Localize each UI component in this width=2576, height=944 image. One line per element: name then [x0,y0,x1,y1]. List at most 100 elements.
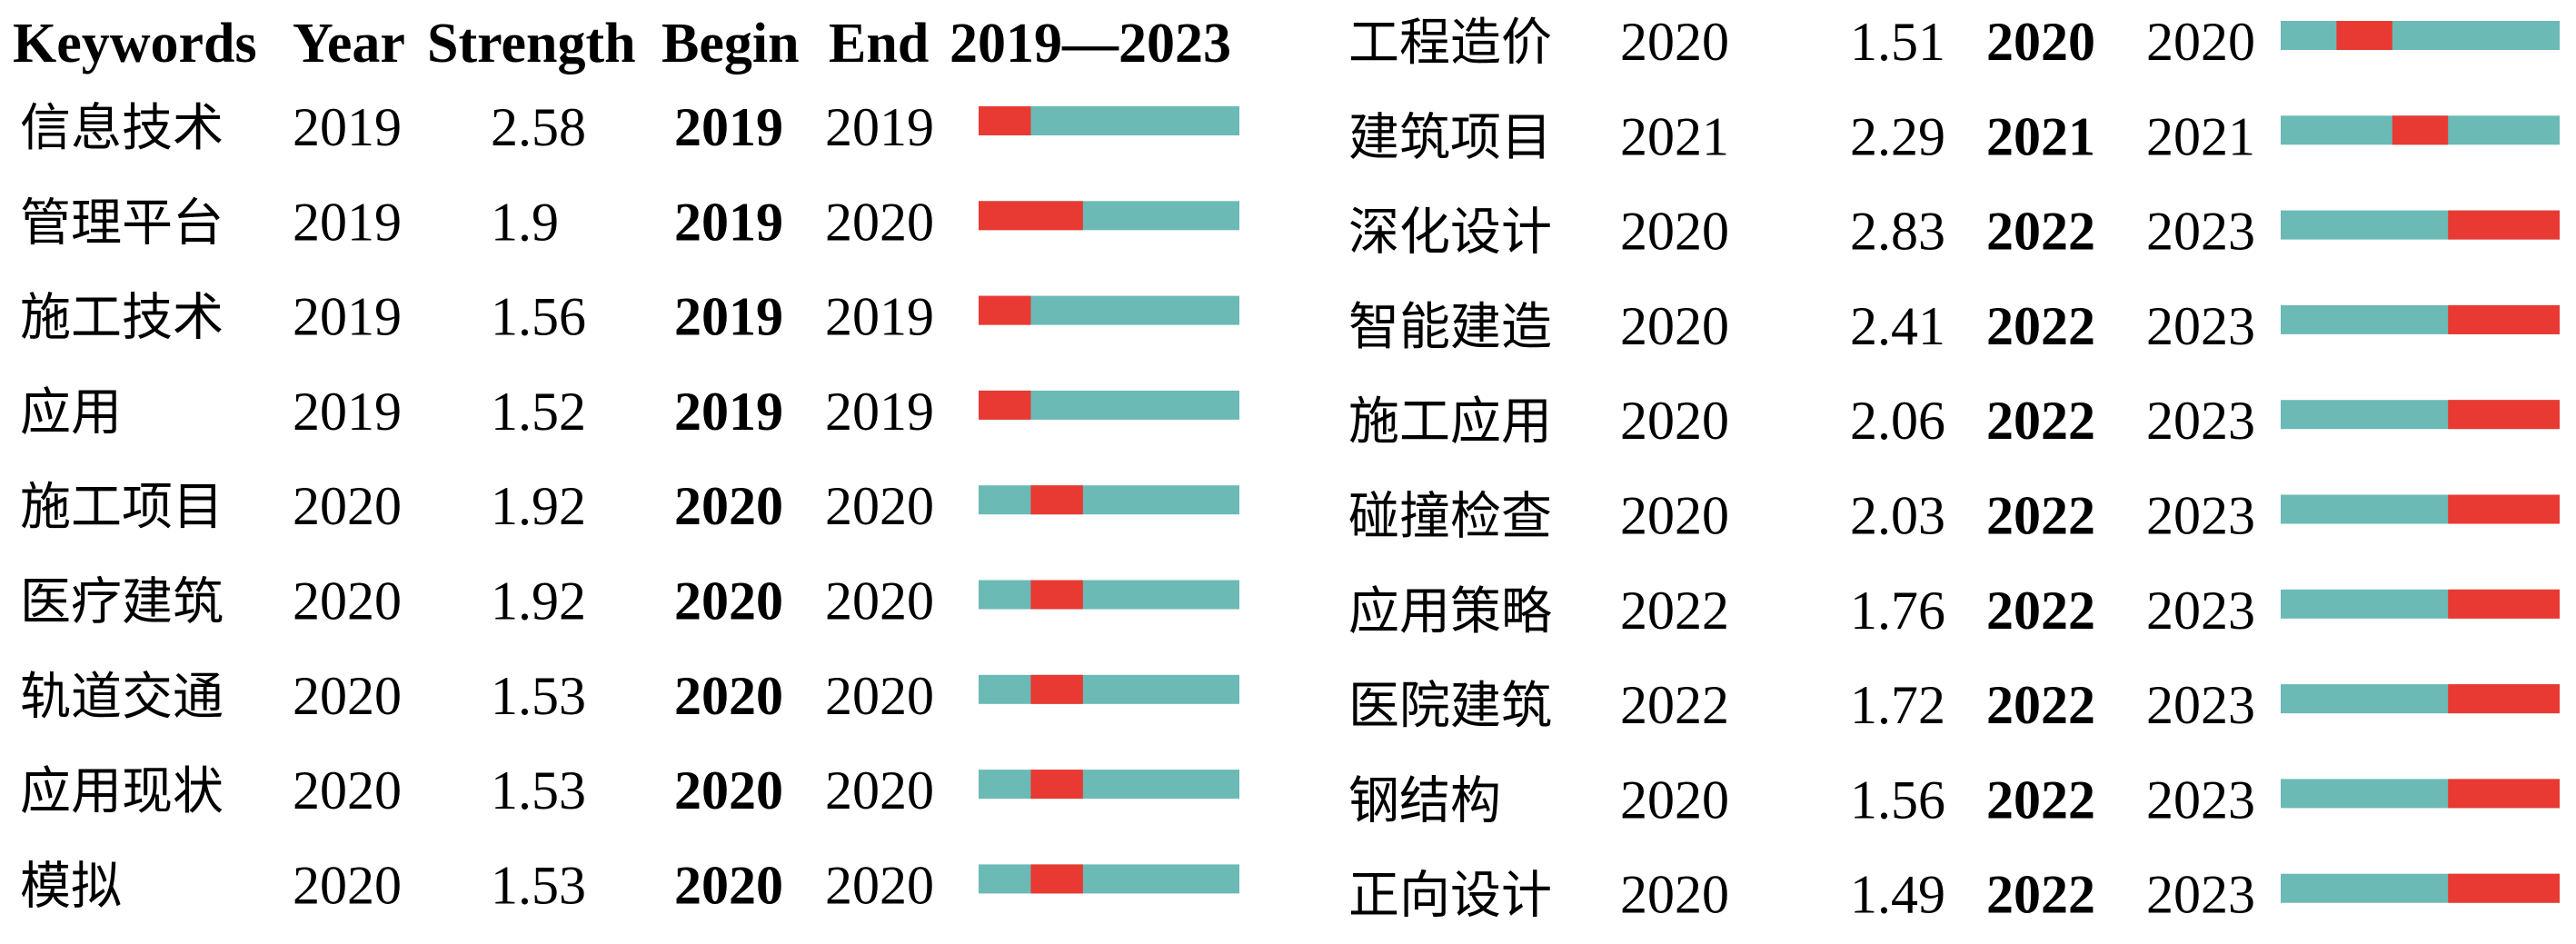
timeline-bar [979,674,1239,704]
begin-value: 2022 [1986,391,2095,451]
begin-value: 2020 [1986,12,2095,72]
keyword-label: 应用 [20,383,122,442]
timeline-bar [979,864,1239,894]
burst-segment [2448,684,2560,714]
timeline-bar [979,580,1239,610]
strength-value: 1.53 [491,855,586,915]
year-value: 2020 [1620,12,1729,72]
year-value: 2020 [293,855,402,915]
keyword-label: 模拟 [20,857,122,916]
year-value: 2020 [1620,770,1729,830]
strength-value: 2.41 [1850,296,1945,356]
header-begin: Begin [661,13,800,75]
keyword-label: 碰撞检查 [1348,488,1552,547]
burst-segment [2448,210,2560,240]
begin-value: 2022 [1986,486,2095,546]
year-value: 2019 [293,192,402,252]
keyword-label: 智能建造 [1348,298,1552,357]
strength-value: 2.29 [1850,106,1945,166]
burst-segment [2448,779,2560,809]
begin-value: 2022 [1986,581,2095,641]
strength-value: 1.76 [1850,581,1945,641]
year-value: 2020 [1620,202,1729,262]
begin-value: 2020 [674,571,783,631]
year-value: 2020 [293,760,402,820]
begin-value: 2019 [674,192,783,252]
year-value: 2019 [293,97,402,157]
strength-value: 1.52 [491,382,586,442]
keyword-label: 应用现状 [20,762,224,821]
burst-segment [1030,674,1083,704]
year-value: 2019 [293,287,402,347]
keyword-label: 钢结构 [1348,771,1501,830]
strength-value: 2.83 [1850,202,1945,262]
year-value: 2020 [1620,486,1729,546]
strength-value: 2.06 [1850,391,1945,451]
begin-value: 2019 [674,97,783,157]
end-value: 2023 [2146,296,2255,356]
strength-value: 1.72 [1850,675,1945,735]
strength-value: 1.92 [491,476,586,536]
end-value: 2020 [825,855,934,915]
burst-segment [979,106,1031,135]
burst-segment [1030,580,1083,610]
begin-value: 2022 [1986,865,2095,925]
year-value: 2020 [1620,865,1729,925]
burst-rows: 信息技术 2019 2.58 2019 2019 管理平台 2019 1.9 2019 2020 施… [20,12,2560,926]
year-value: 2020 [293,476,402,536]
strength-value: 1.56 [491,287,586,347]
end-value: 2023 [2146,675,2255,735]
header-year: Year [293,13,405,75]
end-value: 2020 [825,666,934,726]
burst-segment [2336,21,2392,50]
end-value: 2020 [825,476,934,536]
begin-value: 2022 [1986,296,2095,356]
header-strength: Strength [427,13,636,75]
strength-value: 1.51 [1850,12,1945,72]
keyword-label: 医疗建筑 [20,573,224,632]
strength-value: 2.03 [1850,486,1945,546]
burst-segment [2448,873,2560,903]
begin-value: 2020 [674,855,783,915]
year-value: 2022 [1620,581,1729,641]
end-value: 2023 [2146,770,2255,830]
strength-value: 1.49 [1850,865,1945,925]
strength-value: 1.56 [1850,770,1945,830]
burst-segment [1030,770,1083,800]
burst-segment [2392,115,2449,145]
end-value: 2019 [825,97,934,157]
keyword-label: 轨道交通 [20,668,224,727]
begin-value: 2022 [1986,675,2095,735]
timeline-bar [979,485,1239,515]
begin-value: 2022 [1986,202,2095,262]
year-value: 2019 [293,382,402,442]
year-value: 2021 [1620,106,1729,166]
begin-value: 2020 [674,476,783,536]
timeline-bar [2281,21,2560,50]
burst-segment [2448,589,2560,619]
burst-segment [2448,304,2560,334]
end-value: 2023 [2146,486,2255,546]
strength-value: 2.58 [491,97,586,157]
header-keywords: Keywords [13,13,257,75]
year-value: 2022 [1620,675,1729,735]
begin-value: 2019 [674,287,783,347]
strength-value: 1.53 [491,666,586,726]
keyword-label: 施工技术 [20,289,224,348]
burst-segment [979,390,1031,420]
year-value: 2020 [293,571,402,631]
end-value: 2023 [2146,391,2255,451]
keyword-label: 施工应用 [1348,393,1552,452]
timeline-bar [979,770,1239,800]
keyword-label: 应用策略 [1348,582,1552,641]
keyword-label: 正向设计 [1348,867,1552,926]
end-value: 2023 [2146,865,2255,925]
burst-segment [2448,400,2560,430]
burst-segment [2448,494,2560,524]
year-value: 2020 [1620,296,1729,356]
keyword-label: 医院建筑 [1348,677,1552,736]
strength-value: 1.9 [491,192,559,252]
end-value: 2023 [2146,581,2255,641]
keyword-label: 信息技术 [20,99,224,158]
